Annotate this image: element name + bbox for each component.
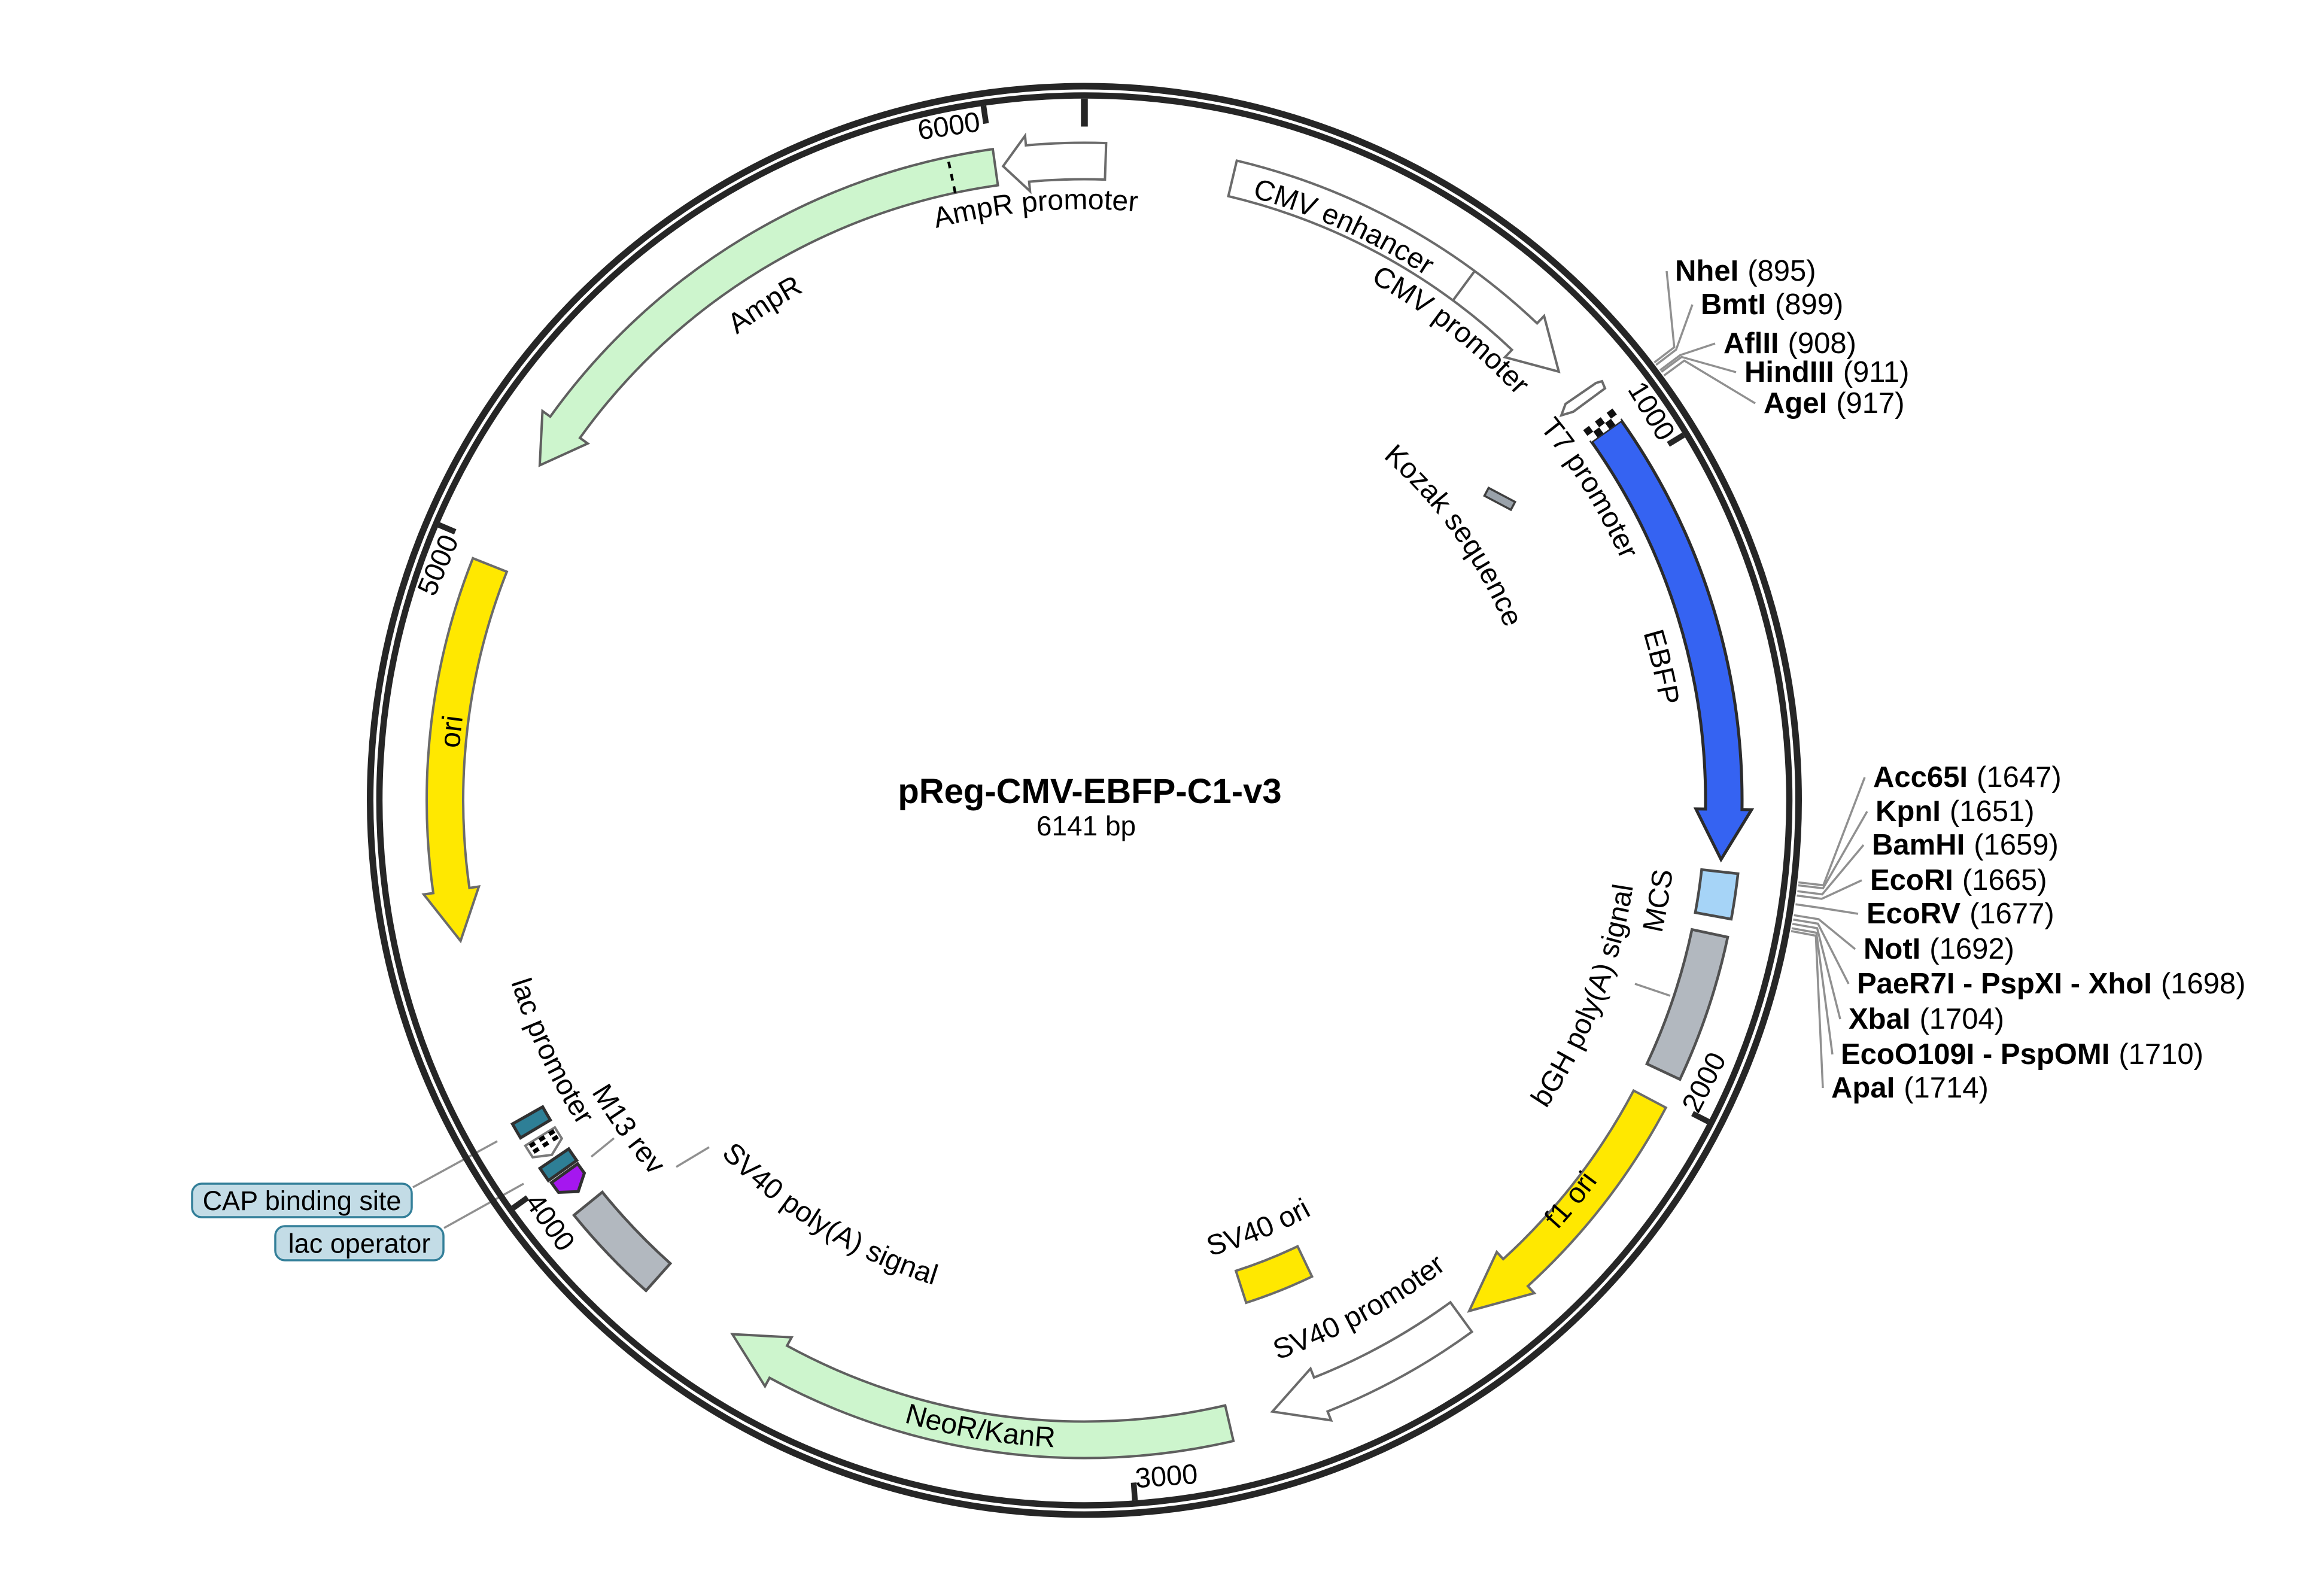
svg-text:AflII(908): AflII (908) — [1723, 327, 1856, 360]
svg-text:AgeI(917): AgeI (917) — [1764, 387, 1905, 419]
svg-text:NotI(1692): NotI (1692) — [1864, 933, 2014, 965]
svg-text:HindIII(911): HindIII (911) — [1744, 356, 1909, 388]
svg-text:XbaI(1704): XbaI (1704) — [1849, 1003, 2004, 1035]
svg-text:Acc65I(1647): Acc65I (1647) — [1873, 761, 2062, 794]
svg-text:KpnI(1651): KpnI (1651) — [1876, 795, 2035, 828]
svg-text:3000: 3000 — [1134, 1458, 1199, 1494]
svg-text:NheI(895): NheI (895) — [1675, 255, 1816, 287]
svg-text:BamHI(1659): BamHI (1659) — [1872, 829, 2059, 861]
svg-text:EcoRI(1665): EcoRI (1665) — [1870, 864, 2047, 896]
svg-text:EcoRV(1677): EcoRV (1677) — [1867, 898, 2054, 930]
svg-text:6141 bp: 6141 bp — [1036, 810, 1136, 841]
svg-text:lac operator: lac operator — [288, 1229, 431, 1259]
svg-text:PaeR7I - PspXI - XhoI(1698): PaeR7I - PspXI - XhoI (1698) — [1857, 968, 2246, 1000]
svg-text:CAP binding site: CAP binding site — [203, 1185, 402, 1216]
svg-text:BmtI(899): BmtI (899) — [1701, 288, 1843, 321]
svg-text:ori: ori — [434, 713, 470, 749]
svg-text:pReg-CMV-EBFP-C1-v3: pReg-CMV-EBFP-C1-v3 — [898, 772, 1281, 811]
svg-text:EcoO109I - PspOMI(1710): EcoO109I - PspOMI (1710) — [1841, 1038, 2203, 1071]
svg-text:ApaI(1714): ApaI (1714) — [1831, 1072, 1989, 1104]
